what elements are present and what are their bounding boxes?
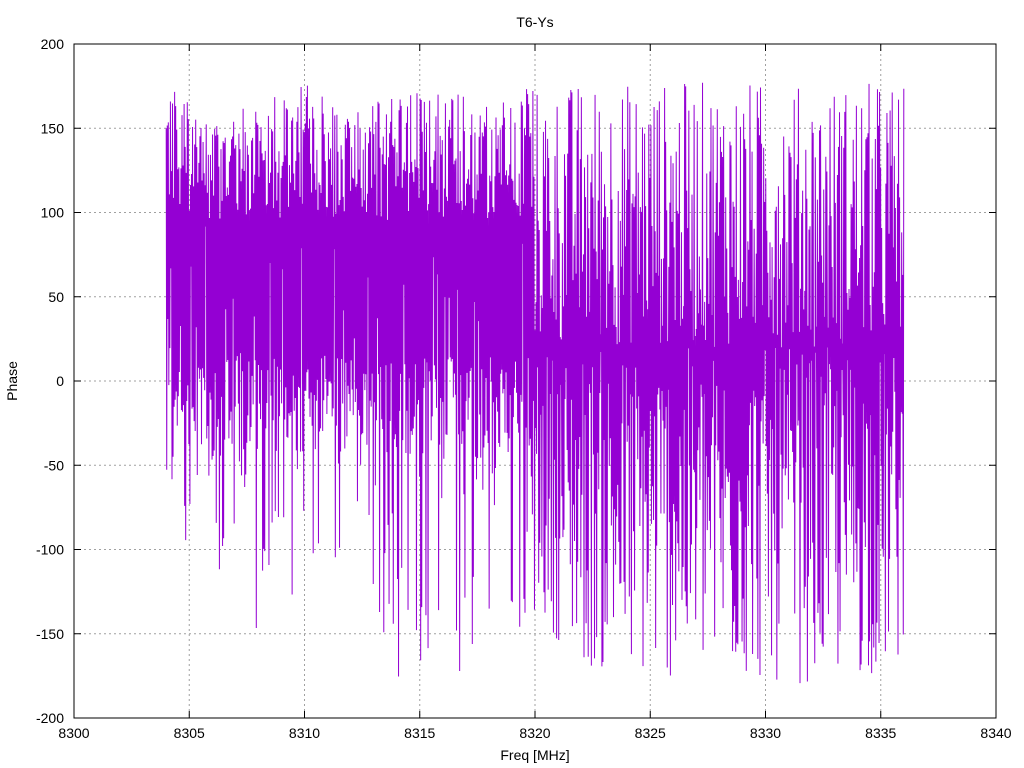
y-tick-label: 100 — [41, 205, 65, 221]
y-tick-label: 150 — [41, 120, 65, 136]
y-tick-label: -50 — [44, 457, 64, 473]
phase-series-line — [165, 82, 905, 684]
y-tick-label: 200 — [41, 36, 65, 52]
x-tick-label: 8330 — [750, 725, 781, 741]
x-tick-label: 8305 — [174, 725, 205, 741]
chart-title: T6-Ys — [516, 14, 553, 30]
x-axis-label: Freq [MHz] — [500, 747, 569, 763]
y-axis-label: Phase — [4, 361, 20, 401]
y-tick-label: -200 — [36, 710, 64, 726]
axis-ticks: 8300 8305 8310 8315 8320 8325 8330 8335 8340 -200… — [36, 36, 1012, 741]
y-tick-label: 0 — [56, 373, 64, 389]
x-tick-label: 8310 — [289, 725, 320, 741]
y-tick-label: -100 — [36, 542, 64, 558]
x-tick-label: 8300 — [58, 725, 89, 741]
x-tick-label: 8335 — [865, 725, 896, 741]
y-tick-label: -150 — [36, 626, 64, 642]
phase-series — [165, 82, 905, 684]
x-tick-label: 8315 — [404, 725, 435, 741]
x-tick-label: 8320 — [519, 725, 550, 741]
x-tick-label: 8340 — [980, 725, 1011, 741]
x-tick-label: 8325 — [635, 725, 666, 741]
y-tick-label: 50 — [48, 289, 64, 305]
